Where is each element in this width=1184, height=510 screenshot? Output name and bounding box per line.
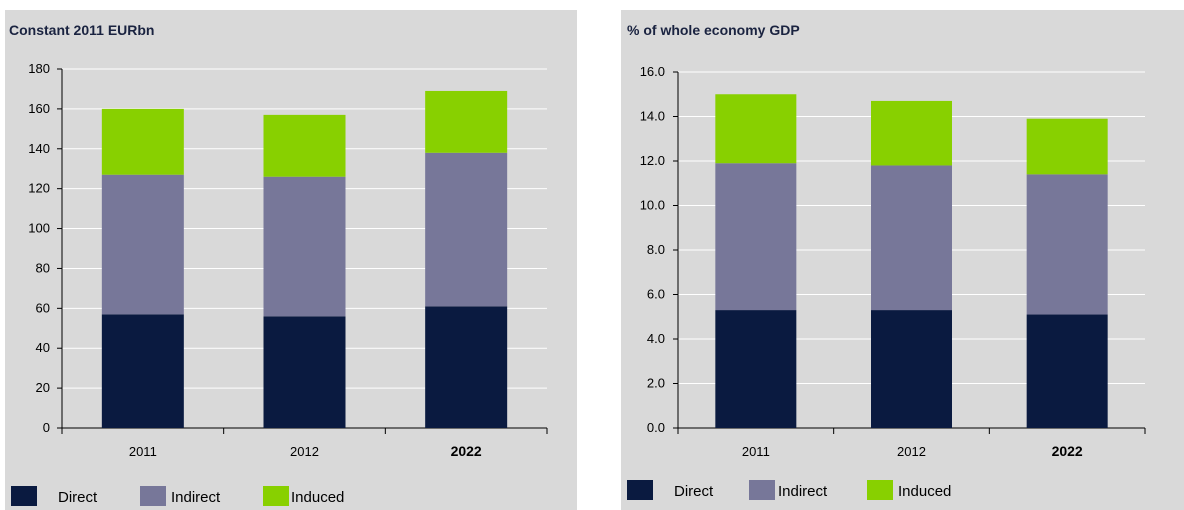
y-tick-label: 60 [36,300,50,315]
y-tick-label: 12.0 [640,153,665,168]
y-tick-label: 14.0 [640,109,665,124]
chart-panel-gdp: % of whole economy GDP 0.0 2.0 4.0 6.0 8.0 10.… [621,10,1184,510]
chart-panel-eur: Constant 2011 EURbn 0 20 40 60 80 100 120 140 160… [5,10,577,510]
y-tick-label: 20 [36,380,50,395]
y-tick-label: 160 [28,101,50,116]
bar-indirect-2022 [425,152,508,307]
x-tick-label: 2011 [742,444,770,459]
legend-swatch-direct [11,486,37,506]
x-tick-label: 2012 [897,444,926,459]
bar-induced-2022 [1026,118,1108,175]
chart-title: Constant 2011 EURbn [9,22,154,38]
y-tick-label: 120 [28,181,50,196]
x-tick-label: 2022 [451,443,482,459]
y-tick-label: 16.0 [640,64,665,79]
bar-direct-2011 [715,310,797,428]
y-tick-label: 40 [36,340,50,355]
chart-gdp: % of whole economy GDP 0.0 2.0 4.0 6.0 8.0 10.… [627,22,1146,500]
bar-direct-2022 [425,306,508,428]
x-tick-label: 2011 [129,444,157,459]
chart-eur: Constant 2011 EURbn 0 20 40 60 80 100 120 140 160… [9,22,548,506]
y-tick-label: 6.0 [647,287,665,302]
bar-direct-2022 [1026,314,1108,428]
y-tick-label: 80 [36,260,50,275]
y-tick-label: 8.0 [647,242,665,257]
bar-indirect-2011 [715,163,797,311]
y-tick-label: 0.0 [647,420,665,435]
bar-indirect-2022 [1026,174,1108,315]
x-tick-label: 2022 [1052,443,1083,459]
bar-direct-2012 [263,316,346,428]
chart-title: % of whole economy GDP [627,22,800,38]
bar-induced-2011 [101,108,184,175]
legend-label-indirect: Indirect [171,489,221,506]
y-tick-label: 4.0 [647,331,665,346]
bar-induced-2022 [425,90,508,153]
bar-induced-2012 [263,114,346,177]
legend-swatch-direct [627,480,653,500]
y-tick-label: 10.0 [640,198,665,213]
y-tick-label: 100 [28,221,50,236]
legend-label-indirect: Indirect [778,483,828,500]
legend-label-induced: Induced [291,489,344,506]
legend-label-direct: Direct [674,483,714,500]
bar-direct-2011 [101,314,184,428]
bar-induced-2012 [871,100,952,166]
y-tick-label: 2.0 [647,376,665,391]
bar-induced-2011 [715,94,797,164]
bar-direct-2012 [871,310,952,428]
bar-indirect-2011 [101,174,184,315]
x-tick-label: 2012 [290,444,319,459]
legend-label-direct: Direct [58,489,98,506]
y-tick-label: 0 [43,420,50,435]
legend-swatch-induced [867,480,893,500]
legend-swatch-indirect [749,480,775,500]
legend-label-induced: Induced [898,483,951,500]
bar-indirect-2012 [871,165,952,311]
y-tick-label: 140 [28,141,50,156]
y-tick-label: 180 [28,61,50,76]
bar-indirect-2012 [263,176,346,317]
legend-swatch-induced [263,486,289,506]
legend-swatch-indirect [140,486,166,506]
